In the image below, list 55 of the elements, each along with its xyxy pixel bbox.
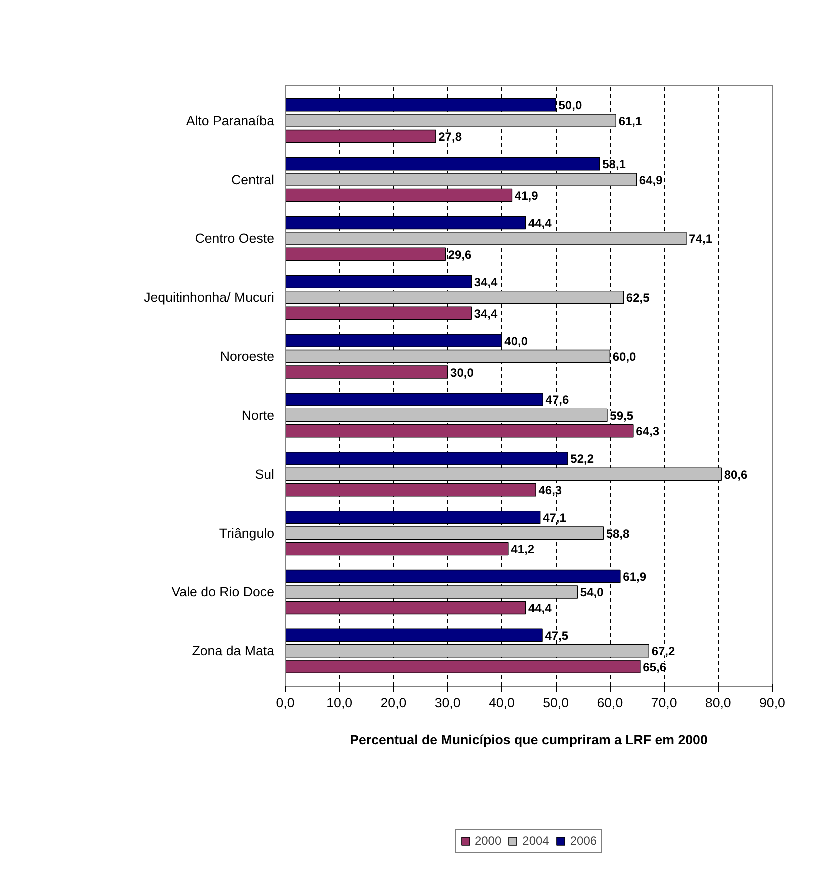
data-label: 58,8 bbox=[606, 526, 630, 541]
y-tick-label: Sul bbox=[255, 466, 275, 482]
data-label: 52,2 bbox=[570, 452, 594, 466]
x-tick-label: 70,0 bbox=[651, 696, 678, 710]
y-tick-label: Central bbox=[232, 172, 275, 188]
y-tick-label: Triângulo bbox=[219, 526, 275, 541]
x-tick-label: 50,0 bbox=[543, 696, 570, 710]
x-tick-label: 80,0 bbox=[705, 696, 732, 710]
data-label: 74,1 bbox=[689, 232, 713, 246]
data-label: 44,4 bbox=[528, 601, 552, 616]
data-label: 44,4 bbox=[528, 216, 552, 230]
data-label: 41,2 bbox=[511, 542, 535, 557]
legend-label: 2000 bbox=[474, 834, 502, 848]
x-tick-label: 10,0 bbox=[326, 696, 353, 710]
data-label: 80,6 bbox=[724, 468, 748, 482]
data-label: 67,2 bbox=[652, 644, 676, 659]
data-label: 29,6 bbox=[448, 248, 472, 262]
data-label: 61,1 bbox=[618, 114, 643, 128]
legend-label: 2006 bbox=[570, 834, 598, 848]
data-label: 34,4 bbox=[474, 306, 498, 321]
data-label: 58,1 bbox=[602, 158, 626, 172]
data-label: 47,5 bbox=[545, 628, 569, 643]
y-tick-label: Zona da Mata bbox=[192, 644, 276, 659]
x-tick-label: 30,0 bbox=[434, 696, 461, 710]
x-tick-label: 90,0 bbox=[760, 696, 786, 710]
data-label: 62,5 bbox=[626, 291, 650, 306]
text: Percentual de Municípios que cumpriram a LRF em 2000 bbox=[350, 732, 708, 748]
data-label: 64,3 bbox=[636, 424, 660, 439]
data-label: 54,0 bbox=[580, 586, 604, 600]
data-label: 30,0 bbox=[450, 366, 474, 380]
y-tick-label: Noroeste bbox=[220, 349, 275, 364]
x-tick-label: 40,0 bbox=[488, 696, 515, 710]
data-label: 65,6 bbox=[643, 660, 667, 674]
data-label: 34,4 bbox=[474, 275, 498, 290]
data-label: 47,1 bbox=[543, 511, 567, 526]
y-tick-label: Norte bbox=[242, 408, 274, 423]
x-tick-label: 60,0 bbox=[597, 696, 624, 710]
x-tick-label: 0,0 bbox=[276, 696, 295, 710]
data-label: 61,9 bbox=[623, 570, 647, 584]
data-label: 64,9 bbox=[639, 173, 664, 188]
data-label: 41,9 bbox=[514, 188, 539, 203]
y-tick-label: Jequitinhonha/ Mucuri bbox=[144, 290, 275, 306]
data-label: 47,6 bbox=[546, 393, 570, 408]
bar bbox=[286, 275, 472, 289]
data-label: 40,0 bbox=[504, 334, 528, 348]
y-tick-label: Alto Paranaíba bbox=[186, 113, 276, 128]
data-label: 27,8 bbox=[438, 130, 462, 144]
data-label: 60,0 bbox=[612, 350, 637, 364]
data-label: 50,0 bbox=[558, 98, 582, 113]
x-tick-label: 20,0 bbox=[380, 696, 407, 710]
data-label: 46,3 bbox=[538, 484, 562, 498]
y-tick-label: Centro Oeste bbox=[195, 231, 275, 246]
y-tick-label: Vale do Rio Doce bbox=[172, 584, 274, 600]
data-label: 59,5 bbox=[610, 408, 634, 423]
legend-label: 2004 bbox=[522, 834, 550, 848]
